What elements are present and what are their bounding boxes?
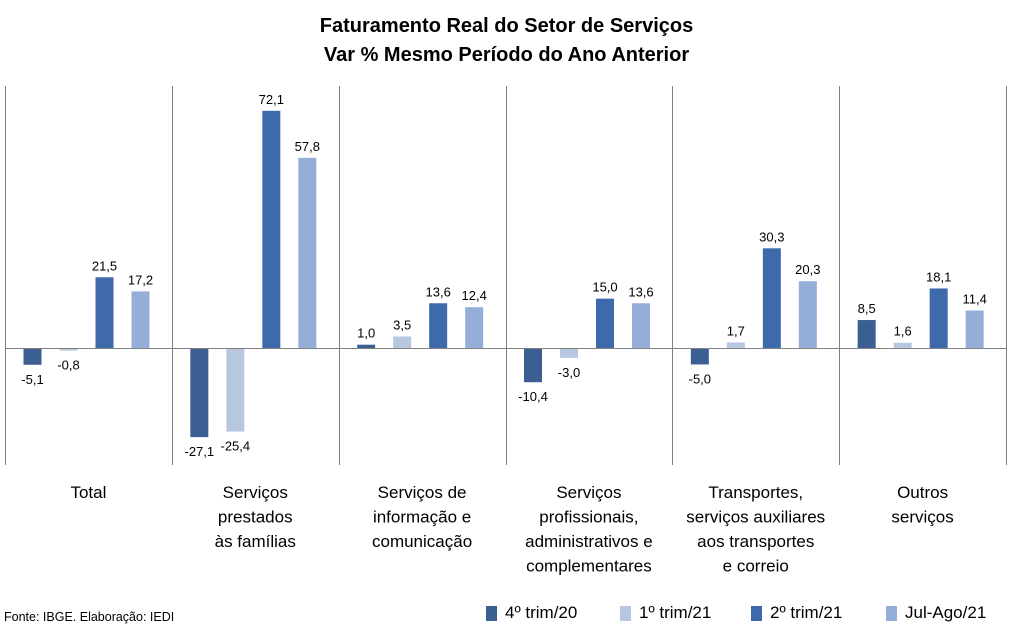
bar [596,298,614,348]
data-label: 1,6 [894,324,912,339]
data-label: 3,5 [393,317,411,332]
data-label: 57,8 [295,139,320,154]
bar [226,348,245,432]
category-label: prestados [218,508,293,527]
category-label: profissionais, [539,508,638,527]
bar [965,310,984,348]
data-label: 8,5 [858,301,876,316]
chart-title: Faturamento Real do Setor de Serviços Va… [0,12,1013,70]
data-label: 18,1 [926,269,951,284]
data-label: 30,3 [759,229,784,244]
bar [298,157,317,348]
bar [632,303,650,348]
legend-label: 2º trim/21 [770,603,843,622]
category-label: e correio [723,557,789,576]
legend-swatch [751,605,762,621]
legend-item: 1º trim/21 [620,601,711,625]
data-label: -0,8 [57,358,79,373]
bar [560,348,578,358]
category-label: Serviços [556,483,621,502]
legend-item: Jul-Ago/21 [886,601,986,625]
legend-swatch [620,605,631,621]
bar [190,348,209,438]
legend-item: 4º trim/20 [486,601,577,625]
bar [393,336,412,348]
legend-label: 4º trim/20 [505,603,578,622]
bar [465,307,484,348]
category-label: informação e [373,508,471,527]
bar [357,344,376,348]
data-label: 1,7 [727,323,745,338]
category-label: Total [70,483,106,502]
data-label: 13,6 [426,284,451,299]
data-label: -25,4 [221,439,251,454]
data-label: 15,0 [592,280,617,295]
bar [59,348,78,351]
bar [429,303,448,348]
category-label: Serviços de [378,483,467,502]
data-label: 20,3 [795,262,820,277]
data-label: -5,1 [21,372,43,387]
bar [857,320,876,348]
bar [929,288,948,348]
source-note: Fonte: IBGE. Elaboração: IEDI [4,610,175,624]
category-label: serviços [891,508,953,527]
data-label: 13,6 [628,284,653,299]
data-label: 21,5 [92,258,117,273]
category-label: complementares [526,557,652,576]
bar [524,348,542,383]
legend-label: 1º trim/21 [639,603,712,622]
bar [893,342,912,348]
bar [23,348,42,365]
chart-title-line-1: Faturamento Real do Setor de Serviços [319,15,694,37]
bar [95,277,114,348]
category-label: Serviços [223,483,288,502]
legend-swatch [486,605,497,621]
category-label: Transportes, [708,483,803,502]
legend-swatch [886,605,897,621]
legend-item: 2º trim/21 [751,601,842,625]
data-label: -10,4 [518,389,548,404]
data-label: -27,1 [185,444,215,459]
legend-label: Jul-Ago/21 [905,603,987,622]
category-label: administrativos e [525,532,653,551]
bar [726,342,745,348]
chart-subtitle-line-2: Var % Mesmo Período do Ano Anterior [323,44,690,66]
bar [690,348,709,365]
data-label: 11,4 [962,291,986,306]
bar [262,110,281,348]
category-label: Outros [897,483,948,502]
bar [131,291,150,348]
data-label: 72,1 [259,92,284,107]
data-label: -5,0 [689,371,711,386]
data-label: -3,0 [558,365,580,380]
category-label: comunicação [372,532,472,551]
data-label: 1,0 [357,326,375,341]
category-label: aos transportes [697,532,814,551]
data-label: 12,4 [462,288,487,303]
data-label: 17,2 [128,272,153,287]
bar [798,281,817,348]
chart-legend: 4º trim/20 1º trim/21 2º trim/21 Jul-Ago/21 [486,601,1006,625]
category-label: serviços auxiliares [686,508,825,527]
category-label: às famílias [215,532,296,551]
bar [762,248,781,348]
